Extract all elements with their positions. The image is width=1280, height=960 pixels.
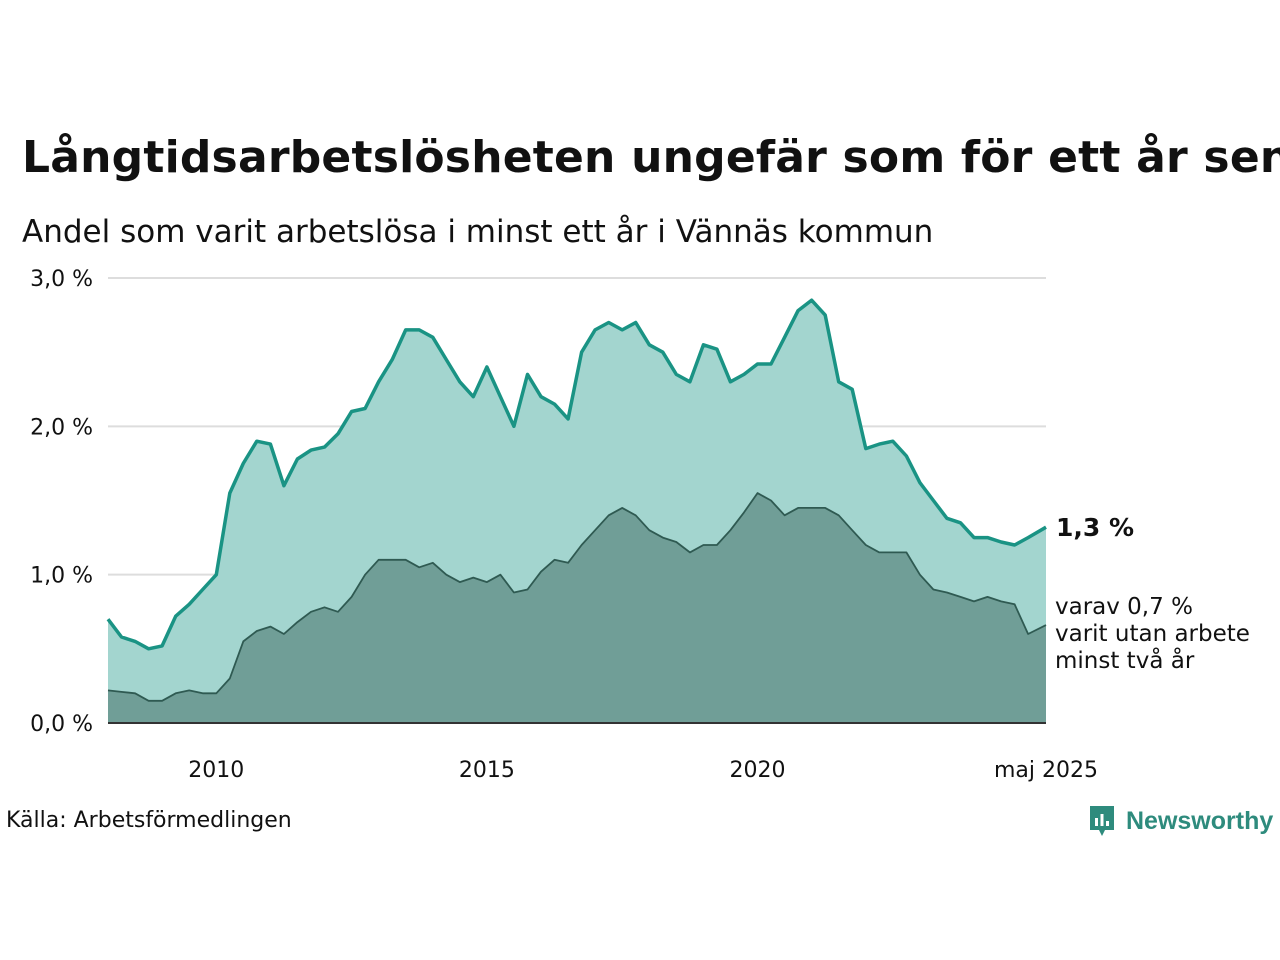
- long-term-label-line: minst två år: [1055, 646, 1195, 674]
- x-tick-label: 2015: [459, 758, 515, 783]
- chart-subtitle: Andel som varit arbetslösa i minst ett å…: [22, 214, 934, 250]
- chart-title: Långtidsarbetslösheten ungefär som för e…: [22, 132, 1280, 183]
- long-term-area: [108, 493, 1046, 723]
- long-term-label-line: varit utan arbete: [1055, 621, 1250, 647]
- x-tick-label: maj 2025: [994, 758, 1098, 783]
- y-tick-label: 3,0 %: [30, 267, 93, 292]
- y-tick-label: 2,0 %: [30, 415, 93, 440]
- brand-logo: Newsworthy: [1088, 804, 1273, 838]
- x-tick-label: 2020: [730, 758, 786, 783]
- brand-name: Newsworthy: [1126, 806, 1274, 835]
- x-axis-ticks: 2010 2015 2020 maj 2025: [188, 758, 1098, 783]
- source-note: Källa: Arbetsförmedlingen: [6, 808, 292, 833]
- long-term-label-line: varav 0,7 %: [1055, 594, 1193, 620]
- y-tick-label: 0,0 %: [30, 712, 93, 737]
- y-axis-ticks: 0,0 % 1,0 % 2,0 % 3,0 %: [30, 267, 93, 737]
- newsworthy-logo-icon: [1090, 806, 1114, 836]
- total-line: [106, 298, 1047, 651]
- long-term-line: [107, 492, 1047, 702]
- x-tick-label: 2010: [188, 758, 244, 783]
- y-tick-label: 1,0 %: [30, 564, 93, 589]
- total-value-label: 1,3 %: [1056, 513, 1134, 542]
